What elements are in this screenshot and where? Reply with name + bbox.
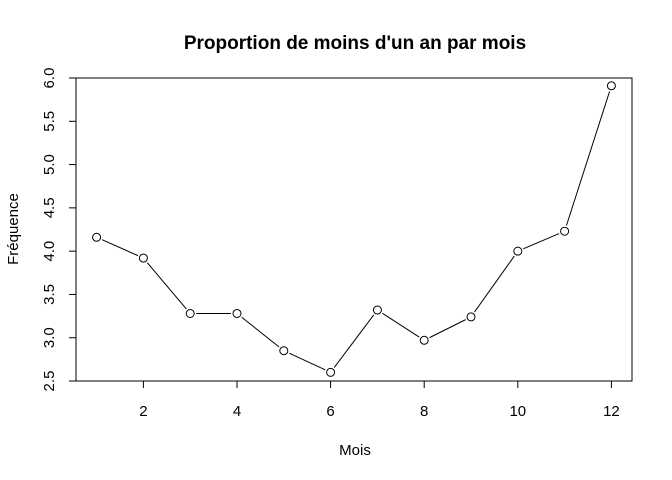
data-point <box>232 308 242 318</box>
series-segment <box>474 255 515 313</box>
x-tick-label: 2 <box>139 403 147 420</box>
data-point <box>326 367 336 377</box>
x-tick-label: 12 <box>603 403 620 420</box>
y-tick-label: 3.5 <box>41 284 58 305</box>
data-point <box>606 81 616 91</box>
data-point <box>92 232 102 242</box>
y-tick-label: 5.5 <box>41 111 58 132</box>
data-point <box>513 246 523 256</box>
data-point <box>279 346 289 356</box>
x-axis: 2 4 6 8 10 12 <box>139 380 620 420</box>
chart-title: Proportion de moins d'un an par mois <box>184 33 526 54</box>
series-segment <box>333 314 375 368</box>
series-segment <box>241 316 280 348</box>
series-segment <box>101 239 139 257</box>
series-segment <box>146 262 187 310</box>
x-tick-label: 8 <box>420 403 428 420</box>
data-point <box>560 226 570 236</box>
y-tick-label: 2.5 <box>41 371 58 392</box>
series-points <box>92 81 616 377</box>
series-segment <box>565 91 611 226</box>
x-tick-label: 10 <box>509 403 526 420</box>
series-segment <box>523 233 560 250</box>
y-tick-label: 4.5 <box>41 197 58 218</box>
y-axis-label: Fréquence <box>5 193 22 265</box>
data-point <box>138 253 148 263</box>
data-point <box>466 312 476 322</box>
data-point <box>372 305 382 315</box>
data-point <box>185 308 195 318</box>
y-tick-label: 6.0 <box>41 68 58 89</box>
data-point <box>419 335 429 345</box>
series-segment <box>289 352 326 371</box>
series-segment <box>429 319 466 339</box>
x-axis-label: Mois <box>339 442 371 459</box>
series-lines <box>101 91 611 371</box>
y-tick-label: 5.0 <box>41 154 58 175</box>
y-tick-label: 3.0 <box>41 327 58 348</box>
y-tick-label: 4.0 <box>41 241 58 262</box>
y-axis: 2.5 3.0 3.5 4.0 4.5 5.0 5.5 6.0 <box>41 68 77 392</box>
x-tick-label: 4 <box>233 403 241 420</box>
plot-frame <box>75 77 633 382</box>
x-tick-label: 6 <box>326 403 334 420</box>
series-segment <box>382 312 420 338</box>
